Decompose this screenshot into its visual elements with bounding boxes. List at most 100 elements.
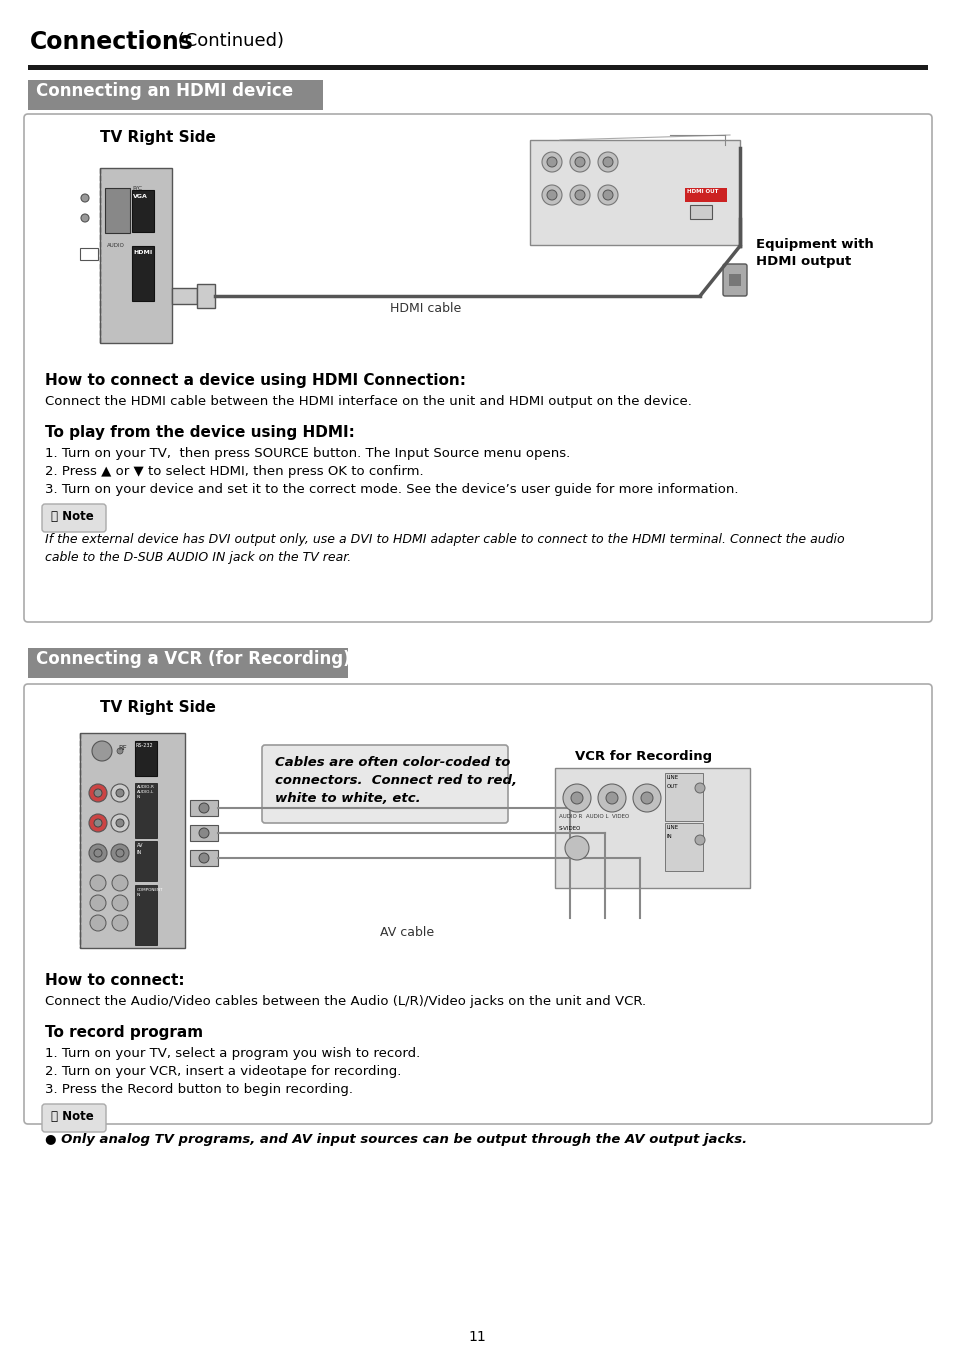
Bar [105,188,130,234]
Bar [728,274,740,286]
Text: ⑉ Note: ⑉ Note [51,510,93,522]
Bar [28,80,323,109]
Circle shape [112,915,128,931]
Circle shape [602,190,613,200]
Circle shape [199,853,209,863]
Text: Connect the Audio/Video cables between the Audio (L/R)/Video jacks on the unit a: Connect the Audio/Video cables between t… [45,995,645,1008]
Circle shape [94,849,102,857]
Circle shape [541,153,561,171]
Text: COMPONENT
IN: COMPONENT IN [137,888,163,898]
Circle shape [569,185,589,205]
Circle shape [598,153,618,171]
Circle shape [89,784,107,802]
Text: HDMI OUT: HDMI OUT [686,189,718,194]
Bar [132,190,153,232]
Text: AUDIO-R
AUDIO-L
IN: AUDIO-R AUDIO-L IN [137,784,154,799]
Text: OUT: OUT [666,784,678,788]
Text: To record program: To record program [45,1025,203,1040]
Bar [172,288,196,304]
Bar [80,248,98,261]
Bar [555,768,749,888]
Circle shape [602,157,613,167]
Bar [135,886,157,945]
Text: TV Right Side: TV Right Side [100,701,215,716]
Text: AV cable: AV cable [379,926,434,940]
Text: ● Only analog TV programs, and AV input sources can be output through the AV out: ● Only analog TV programs, and AV input … [45,1133,746,1146]
FancyBboxPatch shape [24,684,931,1125]
Circle shape [569,153,589,171]
Text: Connections: Connections [30,30,193,54]
Text: (Continued): (Continued) [172,32,284,50]
Circle shape [562,784,590,811]
Circle shape [94,819,102,828]
Bar [530,140,740,244]
Bar [664,824,702,871]
FancyBboxPatch shape [24,113,931,622]
Circle shape [564,836,588,860]
FancyBboxPatch shape [262,745,507,824]
Text: S-VIDEO: S-VIDEO [558,826,580,832]
Text: P/C: P/C [132,186,142,190]
Text: AUDIO R  AUDIO L  VIDEO: AUDIO R AUDIO L VIDEO [558,814,629,819]
Bar [100,167,172,343]
Circle shape [598,185,618,205]
Circle shape [598,784,625,811]
Bar [190,801,218,815]
Circle shape [116,819,124,828]
Bar [28,65,927,70]
Bar [80,733,185,948]
Bar [135,741,157,776]
Text: AV
IN: AV IN [137,842,143,855]
Circle shape [575,190,584,200]
Text: 1. Turn on your TV, select a program you wish to record.: 1. Turn on your TV, select a program you… [45,1048,420,1060]
Text: ⑉ Note: ⑉ Note [51,1110,93,1123]
Text: 3. Turn on your device and set it to the correct mode. See the device’s user gui: 3. Turn on your device and set it to the… [45,483,738,495]
Text: RF: RF [118,745,127,751]
Circle shape [199,828,209,838]
Bar [135,841,157,882]
Text: How to connect a device using HDMI Connection:: How to connect a device using HDMI Conne… [45,373,465,387]
Circle shape [89,844,107,863]
Text: IN: IN [666,834,672,838]
Bar [689,205,711,219]
Text: 3. Press the Record button to begin recording.: 3. Press the Record button to begin reco… [45,1083,353,1096]
Circle shape [575,157,584,167]
Circle shape [116,849,124,857]
Text: To play from the device using HDMI:: To play from the device using HDMI: [45,425,355,440]
Text: Equipment with
HDMI output: Equipment with HDMI output [755,238,873,269]
Text: VCR for Recording: VCR for Recording [575,751,711,763]
Circle shape [117,748,123,755]
Circle shape [111,784,129,802]
Circle shape [112,895,128,911]
Bar [135,783,157,838]
Bar [196,284,214,308]
Circle shape [199,803,209,813]
Bar [190,850,218,865]
Circle shape [81,215,89,221]
Circle shape [89,814,107,832]
Circle shape [695,783,704,792]
Text: 2. Press ▲ or ▼ to select HDMI, then press OK to confirm.: 2. Press ▲ or ▼ to select HDMI, then pre… [45,464,423,478]
Text: TV Right Side: TV Right Side [100,130,215,144]
FancyBboxPatch shape [722,265,746,296]
Bar [28,648,348,678]
Circle shape [111,844,129,863]
FancyBboxPatch shape [42,1104,106,1133]
Bar [684,188,726,202]
Bar [190,825,218,841]
Circle shape [112,875,128,891]
Circle shape [546,157,557,167]
Circle shape [605,792,618,805]
Circle shape [81,194,89,202]
Text: VGA: VGA [132,194,148,198]
Circle shape [541,185,561,205]
Text: How to connect:: How to connect: [45,973,185,988]
Circle shape [90,895,106,911]
Text: Connecting an HDMI device: Connecting an HDMI device [36,82,293,100]
Text: Connect the HDMI cable between the HDMI interface on the unit and HDMI output on: Connect the HDMI cable between the HDMI … [45,396,691,408]
Text: Connecting a VCR (for Recording): Connecting a VCR (for Recording) [36,649,351,668]
Circle shape [90,875,106,891]
Text: 11: 11 [468,1330,485,1345]
Text: LINE: LINE [666,825,679,830]
Bar [132,246,153,301]
